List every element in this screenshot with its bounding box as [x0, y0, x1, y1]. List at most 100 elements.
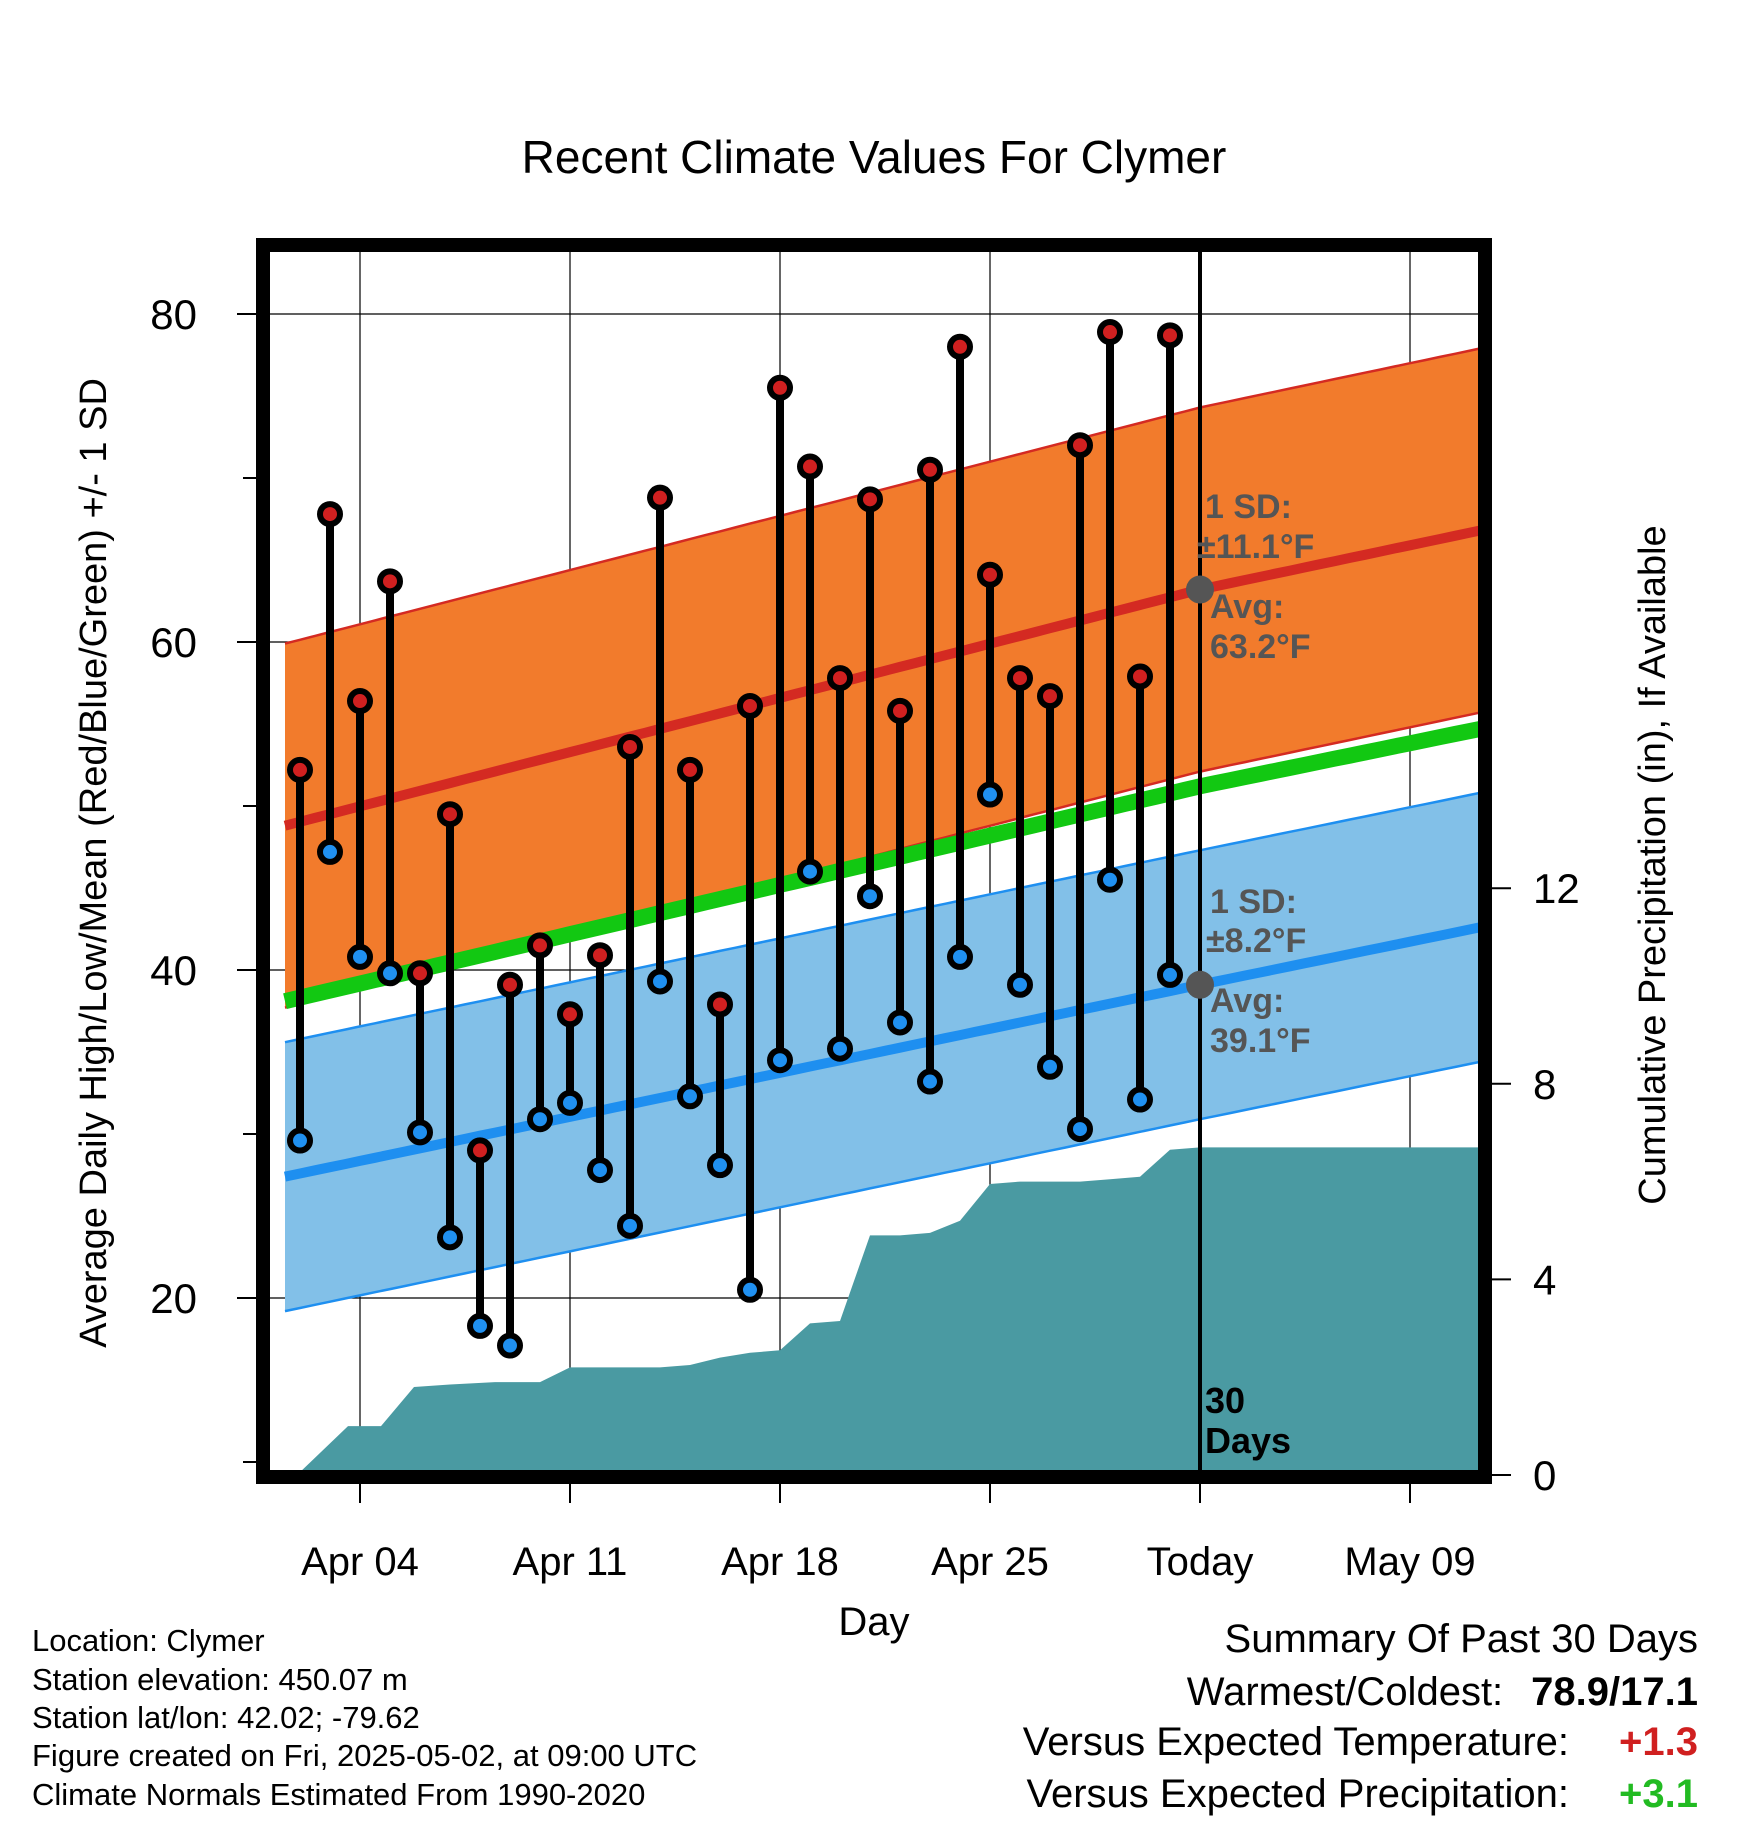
daily-low-point: [497, 1332, 523, 1359]
daily-low-point: [467, 1312, 493, 1339]
daily-low-point: [1067, 1116, 1093, 1143]
daily-high-point: [827, 665, 853, 692]
daily-low-point: [287, 1127, 313, 1154]
daily-low-point: [1007, 971, 1033, 998]
high-sd-label: 1 SD:: [1205, 488, 1292, 526]
x-tick-label: Apr 18: [721, 1540, 839, 1584]
high-band-upper-edge: [284, 346, 1485, 645]
daily-low-point: [677, 1083, 703, 1110]
daily-high-point: [797, 453, 823, 480]
daily-high-point: [587, 942, 613, 969]
daily-low-point: [737, 1276, 763, 1303]
high-avg-label: Avg:: [1210, 588, 1284, 626]
daily-high-point: [287, 756, 313, 783]
x-axis-title: Day: [838, 1600, 909, 1644]
daily-low-point: [827, 1035, 853, 1062]
y2-tick-label: 12: [1533, 865, 1580, 912]
daily-high-point: [557, 1001, 583, 1028]
normal-high-line: [283, 524, 1485, 831]
daily-low-point: [1037, 1053, 1063, 1080]
daily-high-point: [857, 486, 883, 513]
low-sd-label: 1 SD:: [1210, 883, 1297, 921]
daily-low-point: [587, 1157, 613, 1184]
daily-high-point: [1037, 683, 1063, 710]
y-tick-label: 20: [150, 1275, 197, 1322]
daily-low-point: [617, 1212, 643, 1239]
daily-low-point: [1157, 961, 1183, 988]
daily-high-point: [497, 971, 523, 998]
elevation-text: Station elevation: 450.07 m: [32, 1662, 408, 1697]
daily-low-point: [527, 1106, 553, 1133]
y-tick-label: 80: [150, 291, 197, 338]
x-tick-label: Today: [1147, 1540, 1254, 1584]
daily-low-point: [887, 1009, 913, 1036]
low-band-upper-edge: [284, 790, 1485, 1044]
days-label-text: Days: [1205, 1420, 1291, 1461]
precip-area: [297, 1147, 1485, 1475]
daily-low-point: [407, 1119, 433, 1146]
summary-temperature: Versus Expected Temperature: +1.3: [1023, 1720, 1698, 1765]
high-avg-value: 63.2°F: [1210, 628, 1311, 666]
daily-high-point: [317, 501, 343, 528]
y2-axis-title: Cumulative Precipitation (in), If Availa…: [1632, 525, 1674, 1204]
low-avg-label: Avg:: [1210, 982, 1284, 1020]
precip-label: Versus Expected Precipitation:: [1026, 1772, 1570, 1816]
x-tick-label: Apr 25: [931, 1540, 1049, 1584]
precip-value: +3.1: [1619, 1772, 1698, 1816]
x-tick-label: Apr 11: [513, 1540, 628, 1584]
daily-low-point: [797, 858, 823, 885]
daily-high-point: [437, 801, 463, 828]
daily-low-point: [1097, 866, 1123, 893]
daily-high-point: [1157, 322, 1183, 349]
daily-high-point: [947, 333, 973, 360]
daily-high-point: [767, 374, 793, 401]
created-text: Figure created on Fri, 2025-05-02, at 09…: [32, 1738, 698, 1773]
daily-high-point: [1067, 432, 1093, 459]
today-high-avg-marker: [1186, 575, 1214, 604]
daily-high-point: [917, 456, 943, 483]
daily-high-point: [1127, 663, 1153, 690]
y-tick-label: 60: [150, 619, 197, 666]
daily-high-point: [527, 932, 553, 959]
daily-high-point: [677, 756, 703, 783]
daily-low-point: [767, 1047, 793, 1074]
y-tick-label: 40: [150, 947, 197, 994]
low-sd-value: ±8.2°F: [1206, 922, 1306, 960]
daily-high-point: [617, 733, 643, 760]
summary-precipitation: Versus Expected Precipitation: +3.1: [1027, 1772, 1699, 1817]
summary-heading: Summary Of Past 30 Days: [1224, 1617, 1698, 1661]
daily-high-point: [977, 561, 1003, 588]
low-band-lower-edge: [284, 1059, 1485, 1313]
normals-text: Climate Normals Estimated From 1990-2020: [32, 1777, 646, 1812]
daily-high-point: [1007, 665, 1033, 692]
daily-high-point: [407, 960, 433, 987]
daily-low-point: [317, 838, 343, 865]
daily-high-point: [707, 991, 733, 1018]
daily-high-point: [737, 692, 763, 719]
high-sd-value: ±11.1°F: [1197, 528, 1314, 566]
daily-high-point: [377, 568, 403, 595]
y-axis-title: Average Daily High/Low/Mean (Red/Blue/Gr…: [73, 378, 115, 1348]
chart-title: Recent Climate Values For Clymer: [521, 131, 1227, 183]
days-label-number: 30: [1205, 1380, 1245, 1421]
temp-label: Versus Expected Temperature:: [1022, 1720, 1570, 1764]
y2-tick-label: 4: [1533, 1256, 1556, 1303]
high-sd-band: [285, 347, 1485, 1008]
daily-low-point: [707, 1152, 733, 1179]
daily-high-point: [1097, 319, 1123, 346]
y2-tick-label: 0: [1533, 1452, 1556, 1499]
daily-high-point: [647, 484, 673, 511]
y2-tick-label: 8: [1533, 1061, 1556, 1108]
warm-cold-value: 78.9/17.1: [1531, 1670, 1698, 1714]
location-text: Location: Clymer: [32, 1623, 265, 1658]
plot-frame: [256, 238, 1492, 1484]
low-avg-value: 39.1°F: [1210, 1022, 1311, 1060]
daily-high-point: [347, 688, 373, 715]
x-tick-label: May 09: [1344, 1540, 1475, 1584]
daily-low-point: [557, 1089, 583, 1116]
summary-warm-cold: Warmest/Coldest: 78.9/17.1: [1187, 1670, 1698, 1715]
daily-low-point: [857, 883, 883, 910]
daily-low-point: [377, 960, 403, 987]
warm-cold-label: Warmest/Coldest:: [1186, 1670, 1504, 1714]
